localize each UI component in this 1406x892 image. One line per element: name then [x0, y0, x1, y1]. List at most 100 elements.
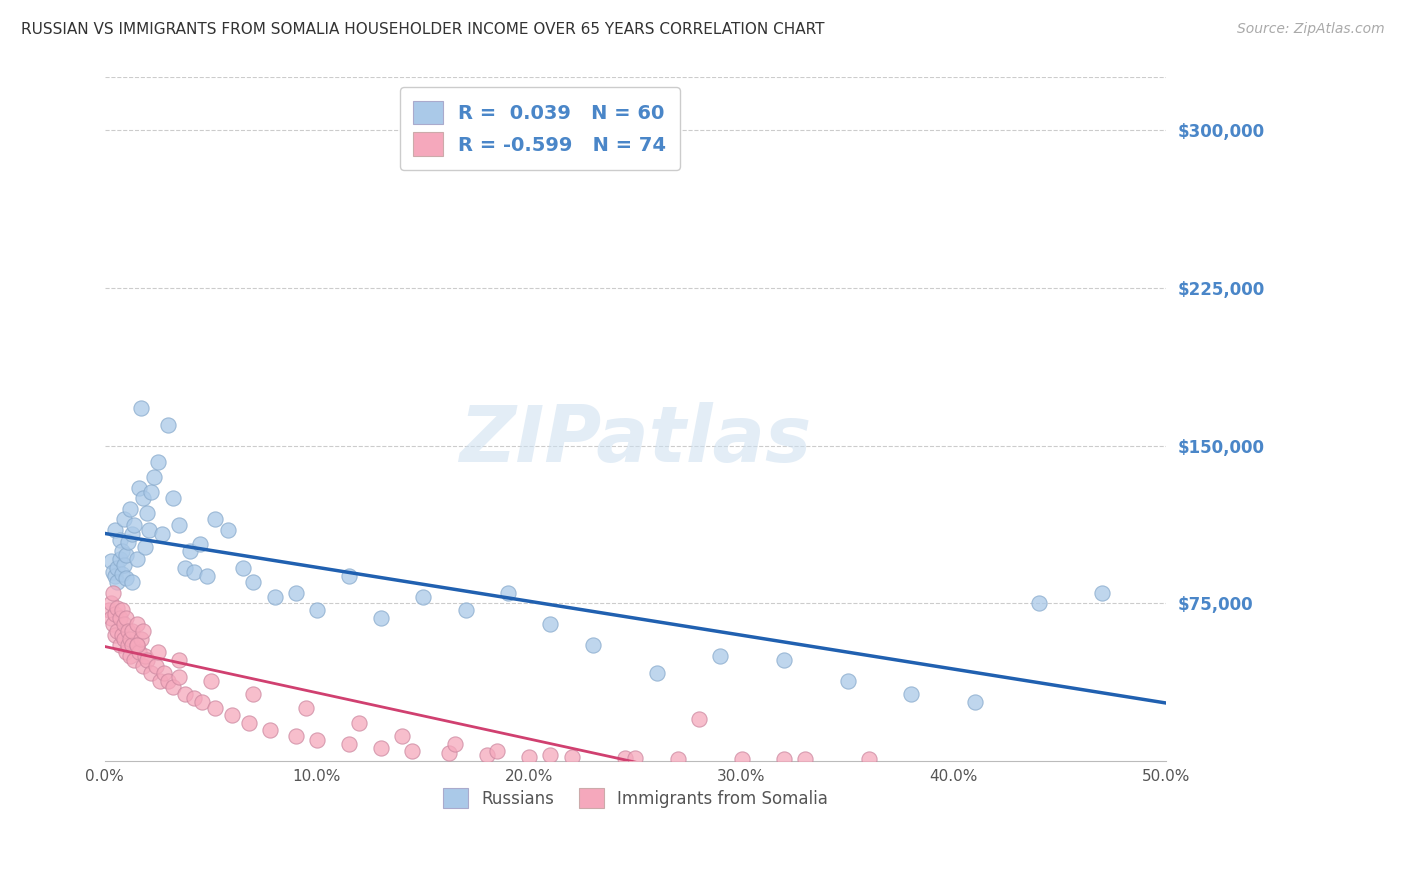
Point — [613, 751, 636, 765]
Point — [121, 624, 143, 638]
Point — [117, 639, 139, 653]
Point — [153, 665, 176, 680]
Point — [540, 617, 562, 632]
Point — [134, 540, 156, 554]
Point — [496, 586, 519, 600]
Point — [125, 552, 148, 566]
Point — [391, 729, 413, 743]
Point — [136, 506, 159, 520]
Point — [145, 659, 167, 673]
Point — [259, 723, 281, 737]
Point — [100, 596, 122, 610]
Point — [183, 565, 205, 579]
Point — [112, 632, 135, 646]
Point — [238, 716, 260, 731]
Point — [108, 552, 131, 566]
Text: Source: ZipAtlas.com: Source: ZipAtlas.com — [1237, 22, 1385, 37]
Point — [136, 653, 159, 667]
Point — [157, 674, 180, 689]
Point — [963, 695, 986, 709]
Point — [284, 586, 307, 600]
Point — [132, 491, 155, 505]
Point — [100, 554, 122, 568]
Point — [108, 611, 131, 625]
Point — [709, 648, 731, 663]
Point — [107, 575, 129, 590]
Point — [666, 751, 689, 765]
Point — [146, 455, 169, 469]
Point — [444, 737, 467, 751]
Point — [204, 701, 226, 715]
Point — [517, 750, 540, 764]
Point — [107, 624, 129, 638]
Point — [900, 687, 922, 701]
Point — [120, 501, 142, 516]
Point — [645, 665, 668, 680]
Point — [101, 565, 124, 579]
Point — [112, 512, 135, 526]
Point — [115, 611, 138, 625]
Point — [132, 624, 155, 638]
Point — [167, 518, 190, 533]
Point — [540, 747, 562, 762]
Point — [179, 543, 201, 558]
Point — [401, 743, 423, 757]
Point — [124, 518, 146, 533]
Point — [232, 560, 254, 574]
Point — [111, 628, 134, 642]
Point — [200, 674, 222, 689]
Point — [337, 569, 360, 583]
Point — [120, 648, 142, 663]
Point — [107, 600, 129, 615]
Point — [141, 665, 163, 680]
Point — [183, 690, 205, 705]
Point — [174, 687, 197, 701]
Point — [305, 602, 328, 616]
Point — [120, 632, 142, 646]
Point — [454, 602, 477, 616]
Point — [284, 729, 307, 743]
Point — [624, 751, 647, 765]
Legend: Russians, Immigrants from Somalia: Russians, Immigrants from Somalia — [436, 781, 835, 814]
Point — [146, 645, 169, 659]
Point — [688, 712, 710, 726]
Point — [121, 639, 143, 653]
Point — [561, 750, 583, 764]
Point — [188, 537, 211, 551]
Point — [125, 639, 148, 653]
Point — [475, 747, 498, 762]
Point — [101, 617, 124, 632]
Point — [121, 527, 143, 541]
Point — [162, 681, 184, 695]
Point — [150, 527, 173, 541]
Point — [104, 628, 127, 642]
Point — [217, 523, 239, 537]
Point — [773, 653, 796, 667]
Point — [115, 645, 138, 659]
Point — [1091, 586, 1114, 600]
Point — [242, 687, 264, 701]
Point — [112, 617, 135, 632]
Point — [107, 560, 129, 574]
Point — [124, 653, 146, 667]
Point — [104, 569, 127, 583]
Point — [111, 566, 134, 581]
Point — [349, 716, 371, 731]
Point — [112, 558, 135, 573]
Point — [125, 617, 148, 632]
Point — [128, 481, 150, 495]
Text: ZIPatlas: ZIPatlas — [460, 401, 811, 478]
Point — [129, 401, 152, 415]
Point — [142, 470, 165, 484]
Point — [370, 611, 392, 625]
Point — [486, 743, 509, 757]
Point — [128, 645, 150, 659]
Point — [794, 752, 817, 766]
Point — [167, 670, 190, 684]
Point — [141, 484, 163, 499]
Point — [370, 741, 392, 756]
Point — [221, 707, 243, 722]
Point — [242, 575, 264, 590]
Point — [295, 701, 318, 715]
Point — [204, 512, 226, 526]
